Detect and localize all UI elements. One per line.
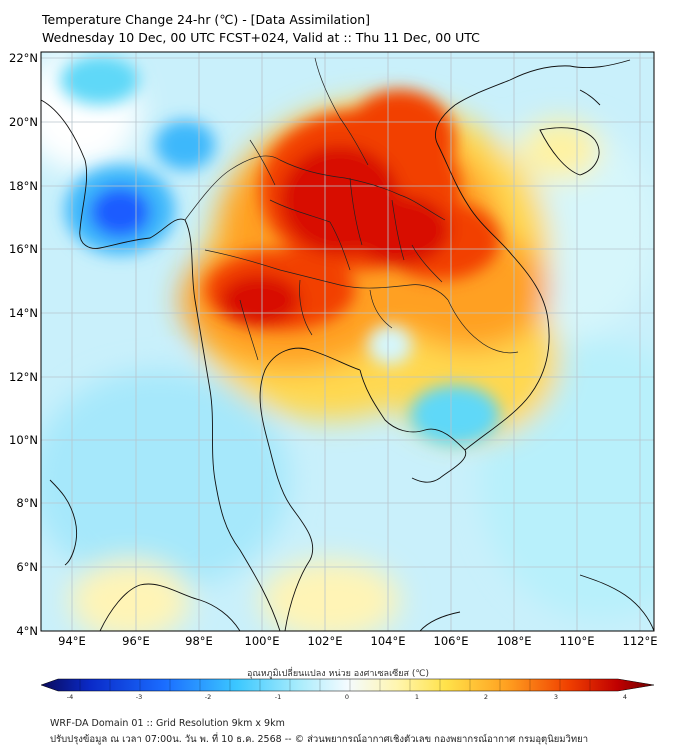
- colorbar-tick: -4: [67, 693, 73, 701]
- lon-label: 108°E: [497, 634, 532, 648]
- lat-label: 22°N: [9, 51, 38, 65]
- lat-label: 14°N: [9, 306, 38, 320]
- colorbar-scale: [40, 678, 655, 692]
- map-subtitle: Wednesday 10 Dec, 00 UTC FCST+024, Valid…: [42, 30, 480, 45]
- colorbar-tick: -2: [205, 693, 211, 701]
- colorbar-tick: 2: [484, 693, 488, 701]
- lat-label: 18°N: [9, 179, 38, 193]
- lon-label: 94°E: [58, 634, 86, 648]
- colorbar-tick: -1: [275, 693, 281, 701]
- longitude-labels: 94°E 96°E 98°E 100°E 102°E 104°E 106°E 1…: [58, 634, 657, 648]
- lon-label: 102°E: [308, 634, 343, 648]
- colorbar: -4 -3 -2 -1 0 1 2 3 4: [40, 678, 655, 701]
- lon-label: 100°E: [245, 634, 280, 648]
- lat-label: 4°N: [16, 624, 38, 638]
- lat-label: 12°N: [9, 370, 38, 384]
- temperature-field: [41, 52, 654, 631]
- footer-model-info: WRF-DA Domain 01 :: Grid Resolution 9km …: [50, 718, 285, 729]
- lat-label: 6°N: [16, 560, 38, 574]
- colorbar-tick: 3: [554, 693, 558, 701]
- lon-label: 106°E: [434, 634, 469, 648]
- lat-label: 16°N: [9, 242, 38, 256]
- lon-label: 104°E: [371, 634, 406, 648]
- colorbar-tick: 0: [345, 693, 349, 701]
- admin-borders: [184, 57, 519, 361]
- plot-frame: [40, 51, 655, 632]
- colorbar-label: อุณหภูมิเปลี่ยนแปลง หน่วย องศาเซลเซียส (…: [246, 669, 430, 679]
- lon-label: 112°E: [623, 634, 658, 648]
- coastlines: [41, 59, 654, 631]
- lat-label: 20°N: [9, 115, 38, 129]
- lat-label: 10°N: [9, 433, 38, 447]
- lat-label: 8°N: [16, 496, 38, 510]
- colorbar-tick: -3: [136, 693, 142, 701]
- colorbar-tick: 4: [623, 693, 627, 701]
- grid-lines: [41, 52, 654, 631]
- lon-label: 96°E: [122, 634, 150, 648]
- footer-credit: ปรับปรุงข้อมูล ณ เวลา 07:00น. วัน พ. ที่…: [50, 734, 589, 745]
- colorbar-tick: 1: [415, 693, 419, 701]
- latitude-labels: 22°N 20°N 18°N 16°N 14°N 12°N 10°N 8°N 6…: [9, 51, 38, 638]
- map-title: Temperature Change 24-hr (℃) - [Data Ass…: [42, 12, 371, 27]
- lon-label: 110°E: [560, 634, 595, 648]
- lon-label: 98°E: [185, 634, 213, 648]
